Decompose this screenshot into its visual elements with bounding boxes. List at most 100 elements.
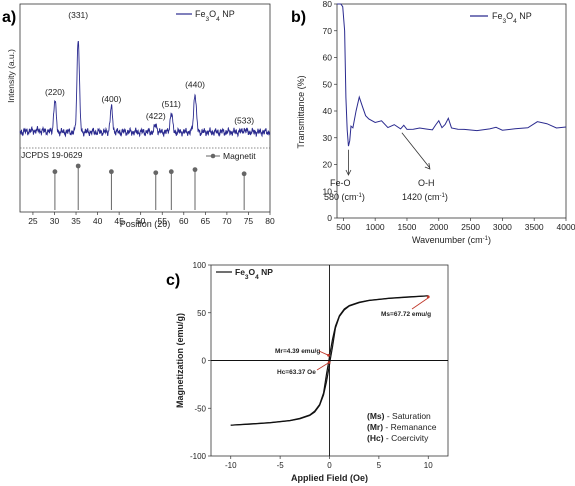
hc-arrow xyxy=(316,362,330,371)
xrd-x-tick-label-1: 30 xyxy=(50,216,60,226)
xrd-x-tick-label-2: 35 xyxy=(71,216,81,226)
ftir-y-tick-label-8: 80 xyxy=(323,0,333,9)
ftir-y-tick-label-0: 0 xyxy=(327,213,332,223)
o-h-paren: ) xyxy=(445,192,448,202)
xrd-x-tick-label-8: 65 xyxy=(201,216,211,226)
hc-arrowhead xyxy=(327,361,331,364)
ms-label: Ms=67.72 emu/g xyxy=(381,311,431,318)
ftir-x-tick-label-7: 4000 xyxy=(557,222,575,232)
ftir-x-tick-label-2: 1500 xyxy=(398,222,417,232)
key-text-1: - Remanance xyxy=(383,422,437,432)
legend-subscript: 3 xyxy=(245,274,249,281)
ftir-x-axis-label: Wavenumber (cm-1) xyxy=(412,235,491,245)
hyst-y-tick-label-4: 100 xyxy=(193,261,207,270)
ftir-y-tick-label-1: 10 xyxy=(323,186,333,196)
o-h-arrow xyxy=(401,132,431,169)
mr-arrowhead xyxy=(327,353,330,357)
o-h-superscript: -1 xyxy=(440,193,446,199)
xrd-x-tick-label-4: 45 xyxy=(114,216,124,226)
peak-label-3: (422) xyxy=(146,111,166,121)
hyst-y-axis-label: Magnetization (emu/g) xyxy=(175,313,185,408)
key-text-2: - Coercivity xyxy=(384,433,430,443)
ftir-x-tick-label-3: 2000 xyxy=(429,222,448,232)
ftir-y-tick-label-7: 70 xyxy=(323,26,333,36)
legend-subscript: 3 xyxy=(206,16,210,23)
ftir-x-tick-label-5: 3000 xyxy=(493,222,512,232)
panel-label-a: a) xyxy=(2,9,16,26)
reference-stick-marker-2 xyxy=(108,169,114,175)
ftir-y-tick-label-6: 60 xyxy=(323,53,333,63)
hyst-x-axis-label: Applied Field (Oe) xyxy=(291,473,368,483)
ftir-y-tick-label-2: 20 xyxy=(323,160,333,170)
ftir-x-tick-label-6: 3500 xyxy=(525,222,544,232)
reference-stick-marker-1 xyxy=(75,163,81,169)
reference-label: JCPDS 19-0629 xyxy=(21,150,83,160)
panel-a-xrd: a) (220) (331) (400) (422) (511) (440) (533) JCP… xyxy=(2,3,275,229)
peak-label-5: (440) xyxy=(185,80,205,90)
legend-subscript: 4 xyxy=(513,18,517,25)
hyst-x-tick-label-0: -10 xyxy=(225,461,237,470)
xrd-y-axis-label: Intensity (a.u.) xyxy=(6,49,16,103)
ftir-frame xyxy=(336,3,567,219)
xrd-x-tick-label-3: 40 xyxy=(93,216,103,226)
peak-label-1: (331) xyxy=(68,10,88,20)
o-h-label: O-H xyxy=(418,178,435,188)
peak-label-6: (533) xyxy=(234,116,254,126)
xrd-pattern-line xyxy=(19,41,271,138)
ftir-x-axis-paren: ) xyxy=(488,235,491,245)
ftir-legend-label: Fe3O4 NP xyxy=(492,11,532,25)
ms-arrow xyxy=(411,297,429,310)
panel-label-c: c) xyxy=(166,272,180,289)
hyst-x-tick-label-1: -5 xyxy=(277,461,285,470)
ftir-y-axis-label: Transmittance (%) xyxy=(296,75,306,148)
key-abbr-1: (Mr) xyxy=(367,422,383,432)
fe-o-paren: ) xyxy=(362,192,365,202)
hyst-x-tick-label-4: 10 xyxy=(424,461,433,470)
key-entry-0: (Ms) - Saturation xyxy=(367,411,431,421)
legend-subscript: 4 xyxy=(255,274,259,281)
reference-stick-marker-4 xyxy=(168,169,174,175)
reference-stick-marker-5 xyxy=(192,167,198,173)
peak-label-2: (400) xyxy=(101,94,121,104)
xrd-x-tick-label-7: 60 xyxy=(179,216,189,226)
legend-text: O xyxy=(506,11,513,21)
xrd-x-tick-label-9: 70 xyxy=(222,216,232,226)
reference-legend-label: Magnetit xyxy=(223,151,256,161)
peak-label-0: (220) xyxy=(45,87,65,97)
xrd-x-tick-label-0: 25 xyxy=(28,216,38,226)
hyst-y-tick-label-1: -50 xyxy=(194,404,206,413)
legend-subscript: 3 xyxy=(503,18,507,25)
reference-stick-marker-3 xyxy=(153,170,159,176)
xrd-frame xyxy=(19,3,271,213)
key-text-0: - Saturation xyxy=(384,411,431,421)
ftir-y-tick-label-3: 30 xyxy=(323,133,333,143)
xrd-x-tick-label-5: 50 xyxy=(136,216,146,226)
ftir-x-axis-superscript: -1 xyxy=(483,236,489,242)
hyst-y-tick-label-2: 0 xyxy=(202,357,207,366)
key-entry-2: (Hc) - Coercivity xyxy=(367,433,429,443)
o-h-arrowhead xyxy=(424,162,431,170)
o-h-wavenumber: 1420 (cm-1) xyxy=(402,192,448,202)
fe-o-arrowhead xyxy=(345,169,352,176)
reference-stick-marker-6 xyxy=(241,171,247,177)
hyst-y-tick-label-0: -100 xyxy=(190,452,207,461)
hyst-legend-label: Fe3O4 NP xyxy=(235,267,273,281)
legend-text: NP xyxy=(259,267,274,277)
key-entry-1: (Mr) - Remanance xyxy=(367,422,437,432)
fe-o-superscript: -1 xyxy=(357,193,363,199)
hysteresis-descending-branch xyxy=(230,295,429,426)
ms-arrowhead xyxy=(426,295,430,299)
ftir-spectrum-line xyxy=(337,3,567,147)
fe-o-label: Fe-O xyxy=(330,178,351,188)
hyst-y-tick-label-3: 50 xyxy=(197,309,206,318)
reference-stick-marker-0 xyxy=(52,169,58,175)
panel-label-b: b) xyxy=(291,9,306,26)
hyst-x-tick-label-2: 0 xyxy=(327,461,332,470)
xrd-x-axis-label: Position (2θ) xyxy=(120,219,171,229)
key-abbr-2: (Hc) xyxy=(367,433,384,443)
reference-legend-marker xyxy=(210,153,216,159)
ftir-x-tick-label-1: 1000 xyxy=(366,222,385,232)
ftir-y-tick-label-5: 50 xyxy=(323,79,333,89)
